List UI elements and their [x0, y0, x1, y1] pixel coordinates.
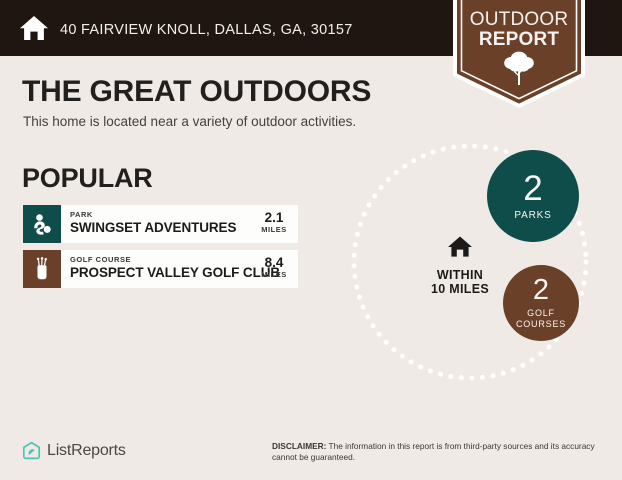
golf-courses-label-line2: COURSES — [515, 319, 567, 329]
distance-value: 8.4 — [264, 255, 284, 270]
within-label-line1: WITHIN — [436, 268, 484, 282]
list-item-name: SWINGSET ADVENTURES — [70, 220, 237, 235]
playground-icon — [23, 205, 61, 243]
dotted-ring — [351, 143, 589, 381]
list-item-category: GOLF COURSE — [70, 255, 132, 264]
list-item-text: PARK SWINGSET ADVENTURES — [70, 210, 236, 235]
listreports-logo-text: ListReports — [47, 441, 126, 459]
outdoor-report-badge: OUTDOOR REPORT — [453, 0, 585, 108]
disclaimer: DISCLAIMER: The information in this repo… — [272, 441, 602, 463]
parks-label: PARKS — [514, 210, 552, 221]
page-title: THE GREAT OUTDOORS — [22, 75, 372, 108]
within-radius-block: WITHIN 10 MILES — [410, 235, 510, 296]
parks-count-circle[interactable]: 2 PARKS — [487, 150, 579, 242]
list-item-category: PARK — [70, 210, 93, 219]
list-item-distance: 2.1 MILES — [257, 210, 291, 235]
list-item-distance: 8.4 MILES — [257, 255, 291, 280]
golf-courses-label-line1: GOLF — [527, 308, 555, 318]
proximity-diagram: WITHIN 10 MILES 2 PARKS 2 GOLF COURSES — [340, 140, 622, 402]
tree-icon — [504, 51, 534, 85]
within-label-line2: 10 MILES — [431, 282, 489, 296]
property-address: 40 FAIRVIEW KNOLL, DALLAS, GA, 30157 — [60, 22, 353, 38]
listreports-logo[interactable]: ListReports — [22, 441, 126, 460]
list-item[interactable]: PARK SWINGSET ADVENTURES 2.1 MILES — [23, 205, 298, 243]
disclaimer-label: DISCLAIMER: — [272, 441, 327, 451]
golf-courses-count-circle[interactable]: 2 GOLF COURSES — [503, 265, 579, 341]
popular-heading: POPULAR — [22, 163, 153, 193]
list-item[interactable]: GOLF COURSE PROSPECT VALLEY GOLF CLUB 8.… — [23, 250, 298, 288]
golf-courses-count: 2 — [532, 274, 550, 306]
distance-unit: MILES — [261, 225, 287, 234]
distance-value: 2.1 — [264, 210, 284, 225]
home-icon — [410, 235, 510, 263]
disclaimer-text: The information in this report is from t… — [272, 441, 595, 462]
list-item-name: PROSPECT VALLEY GOLF CLUB — [70, 265, 281, 280]
home-icon — [19, 14, 49, 42]
golf-bag-icon — [23, 250, 61, 288]
parks-count: 2 — [523, 169, 543, 208]
listreports-house-icon — [22, 441, 41, 460]
list-item-text: GOLF COURSE PROSPECT VALLEY GOLF CLUB — [70, 255, 280, 280]
page-subtitle: This home is located near a variety of o… — [23, 114, 357, 129]
distance-unit: MILES — [261, 270, 287, 279]
